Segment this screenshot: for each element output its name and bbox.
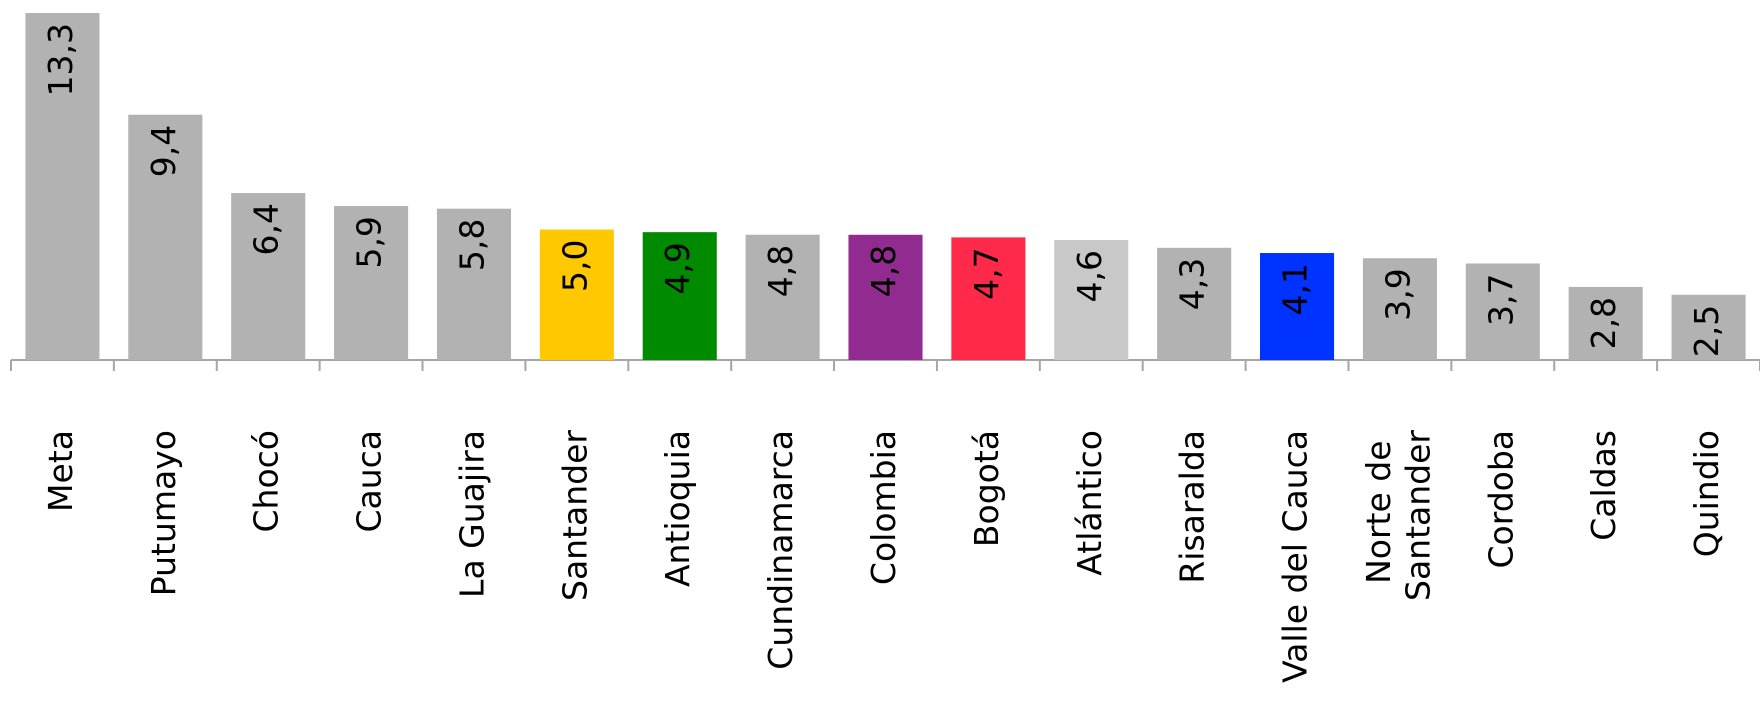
value-label: 4,3 <box>1173 258 1212 310</box>
bar <box>642 232 717 360</box>
value-label: 2,8 <box>1584 297 1623 349</box>
x-tick-label: Bogotá <box>967 430 1006 547</box>
x-tick-label: Quindio <box>1687 430 1726 557</box>
value-label: 4,7 <box>967 247 1006 299</box>
value-label: 5,8 <box>452 219 491 271</box>
value-label: 3,7 <box>1481 273 1520 325</box>
value-label: 4,6 <box>1070 250 1109 302</box>
bar <box>1465 263 1540 360</box>
x-tick-label: Antioquia <box>658 430 697 587</box>
x-tick-label: Caldas <box>1584 430 1623 541</box>
bar <box>231 193 306 360</box>
value-label: 5,9 <box>350 216 389 268</box>
x-tick-label: Risaralda <box>1173 430 1212 584</box>
bar <box>128 114 203 360</box>
x-tick-label: Atlántico <box>1070 430 1109 576</box>
bar <box>745 234 820 360</box>
value-label: 4,8 <box>864 245 903 297</box>
value-label: 9,4 <box>144 125 183 177</box>
bar <box>1362 258 1437 360</box>
bar <box>951 237 1026 360</box>
value-label: 4,9 <box>658 242 697 294</box>
value-label: 6,4 <box>247 203 286 255</box>
x-tick-label: Putumayo <box>144 430 183 596</box>
x-tick-label: Cauca <box>350 430 389 533</box>
x-tick-label: La Guajira <box>452 430 491 598</box>
x-tick-label: Meta <box>41 430 80 512</box>
bar <box>1568 286 1643 360</box>
bar <box>1054 239 1129 360</box>
value-label: 2,5 <box>1687 305 1726 357</box>
x-tick-label: Valle del Cauca <box>1276 430 1315 683</box>
x-tick-label: Colombia <box>864 430 903 585</box>
value-label: 4,8 <box>761 245 800 297</box>
bar <box>1157 247 1232 360</box>
bar <box>1259 253 1335 360</box>
x-tick-label: Cordoba <box>1481 430 1520 569</box>
bar <box>539 229 614 360</box>
bar <box>436 208 512 360</box>
bar <box>334 206 409 360</box>
bar <box>848 234 923 360</box>
x-tick-label: Chocó <box>247 430 286 532</box>
x-tick-label: Norte de Santander <box>1359 430 1438 601</box>
x-tick-label: Cundinamarca <box>761 430 800 670</box>
bar <box>1671 294 1746 360</box>
bar <box>25 13 100 360</box>
value-label: 5,0 <box>555 240 594 292</box>
value-label: 4,1 <box>1276 263 1315 315</box>
x-tick-label: Santander <box>555 430 594 601</box>
value-label: 13,3 <box>41 23 80 96</box>
value-label: 3,9 <box>1378 268 1417 320</box>
